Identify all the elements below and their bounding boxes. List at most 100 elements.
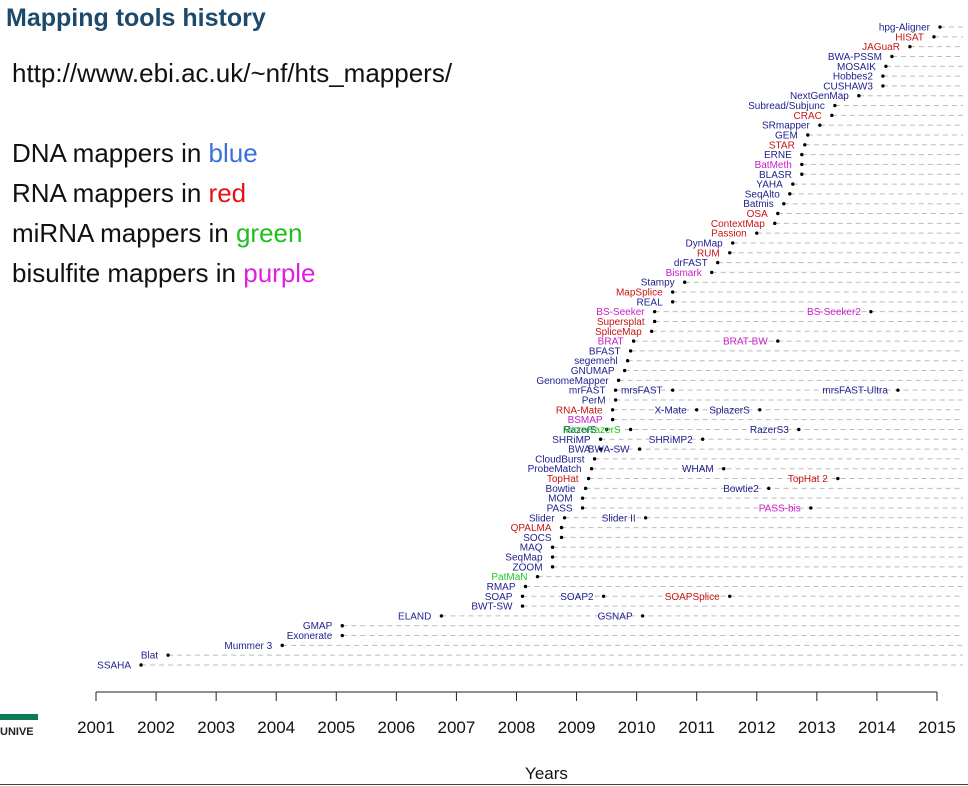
release-point-bwt-sw — [520, 604, 525, 608]
mapper-label-mosaik: MOSAIK — [837, 62, 876, 73]
release-point-brat — [631, 339, 636, 343]
x-tick-label-2012: 2012 — [738, 718, 776, 737]
mapper-label-srmapper: SRmapper — [762, 121, 810, 132]
release-point-batmis — [782, 201, 786, 206]
mapper-label-bfast: BFAST — [589, 346, 621, 357]
release-point-socs — [559, 535, 564, 540]
mapper-label-bwa-pssm: BWA-PSSM — [828, 52, 882, 63]
release-point-soapsplice — [728, 594, 732, 598]
mapper-label-tophat-2: TopHat 2 — [788, 474, 828, 485]
mapper-label-bowtie2: Bowtie2 — [723, 484, 759, 495]
release-point-shrimp2 — [701, 437, 705, 441]
mapper-label-splicemap: SpliceMap — [595, 327, 642, 338]
mapper-label-bwt-sw: BWT-SW — [471, 602, 513, 613]
mapper-label-zoom: ZOOM — [513, 562, 543, 573]
release-point-cloudburst — [592, 457, 597, 461]
x-tick-label-2014: 2014 — [858, 718, 896, 737]
mapper-label-supersplat: Supersplat — [597, 317, 645, 328]
release-point-qpalma — [559, 525, 564, 530]
release-point-gem — [806, 133, 810, 137]
release-point-bs-seeker — [652, 309, 657, 314]
release-point-mom — [580, 496, 585, 500]
mapper-label-batmis: Batmis — [743, 199, 774, 210]
university-logo-text: UNIVE — [0, 726, 34, 738]
mapper-label-soapsplice: SOAPSplice — [665, 592, 720, 603]
mapper-label-bsmap: BSMAP — [568, 415, 603, 426]
mapper-label-stampy: Stampy — [641, 278, 675, 289]
mapper-label-ssaha: SSAHA — [97, 661, 131, 672]
release-point-splazers — [758, 408, 762, 412]
release-point-brat-bw — [776, 339, 780, 343]
release-point-wham — [722, 467, 726, 471]
release-point-bowtie2 — [767, 486, 771, 491]
mapper-label-mom: MOM — [548, 494, 572, 505]
legend-bisulfite: bisulfite mappers in purple — [12, 258, 316, 289]
release-point-ssaha — [139, 663, 143, 667]
release-point-hisat — [932, 35, 936, 39]
legend-rna-word: red — [208, 178, 247, 208]
release-point-probematch — [589, 467, 594, 471]
legend-mirna-prefix: miRNA mappers in — [12, 218, 236, 248]
x-tick-label-2010: 2010 — [618, 718, 656, 737]
release-point-drfast — [716, 260, 720, 265]
release-point-subread-subjunc — [833, 103, 837, 108]
mapper-label-passion: Passion — [711, 229, 747, 240]
release-point-tophat — [586, 476, 591, 481]
release-point-zoom — [550, 565, 555, 569]
release-point-cushaw3 — [881, 84, 885, 88]
bottom-rule — [0, 784, 968, 785]
release-point-osa — [776, 211, 780, 216]
release-point-razers3 — [797, 427, 801, 432]
release-point-bwa-sw — [637, 447, 642, 451]
mapper-label-yaha: YAHA — [756, 180, 783, 191]
mapper-label-gnumap: GNUMAP — [571, 366, 615, 377]
mapper-label-osa: OSA — [747, 209, 768, 220]
legend-bisulfite-prefix: bisulfite mappers in — [12, 258, 244, 288]
release-point-bwa-pssm — [890, 54, 894, 59]
mapper-label-exonerate: Exonerate — [287, 631, 333, 642]
release-point-splicemap — [649, 329, 654, 333]
release-point-microrazers — [628, 427, 633, 432]
release-point-hpg-aligner — [938, 25, 942, 29]
mapper-label-slider: Slider — [529, 513, 555, 524]
mapper-label-gmap: GMAP — [303, 621, 333, 632]
mapper-label-hisat: HISAT — [895, 32, 924, 43]
release-point-exonerate — [340, 633, 344, 638]
release-point-bsmap — [610, 417, 615, 422]
mapper-label-bwa-sw: BWA-SW — [588, 445, 630, 456]
mapper-label-mapsplice: MapSplice — [616, 288, 663, 299]
release-point-bowtie — [583, 486, 588, 491]
release-point-erne — [800, 152, 804, 157]
release-point-mrsfast-ultra — [896, 388, 900, 392]
mapper-label-bs-seeker2: BS-Seeker2 — [807, 307, 861, 318]
mapper-label-mrfast: mrFAST — [569, 386, 606, 397]
mapper-label-mrsfast: mrsFAST — [621, 386, 663, 397]
mapper-label-tophat: TopHat — [547, 474, 579, 485]
release-point-soap2 — [601, 594, 606, 598]
release-point-passion — [755, 231, 759, 235]
mapper-label-bwa: BWA — [568, 445, 591, 456]
release-point-bwa — [598, 447, 603, 451]
mapper-label-pass: PASS — [547, 503, 573, 514]
mapper-label-brat-bw: BRAT-BW — [723, 337, 768, 348]
release-point-eland — [439, 614, 444, 618]
release-point-srmapper — [818, 123, 822, 127]
mapper-label-hobbes2: Hobbes2 — [833, 72, 873, 83]
mapper-label-maq: MAQ — [520, 543, 543, 554]
mapper-label-socs: SOCS — [523, 533, 552, 544]
mapper-label-patman: PatMaN — [491, 572, 527, 583]
release-point-mrsfast — [670, 388, 675, 392]
mapper-label-pass-bis: PASS-bis — [759, 503, 801, 514]
legend-dna: DNA mappers in blue — [12, 138, 258, 169]
mapper-label-qpalma: QPALMA — [511, 523, 552, 534]
release-point-pass — [580, 506, 585, 510]
x-tick-label-2001: 2001 — [77, 718, 115, 737]
mapper-label-blasr: BLASR — [759, 170, 792, 181]
release-point-blasr — [800, 172, 804, 176]
release-point-patman — [535, 574, 540, 579]
mapper-label-bowtie: Bowtie — [546, 484, 576, 495]
mapper-label-cushaw3: CUSHAW3 — [823, 81, 873, 92]
mapper-label-mrsfast-ultra: mrsFAST-Ultra — [822, 386, 888, 397]
release-point-rmap — [523, 584, 528, 589]
